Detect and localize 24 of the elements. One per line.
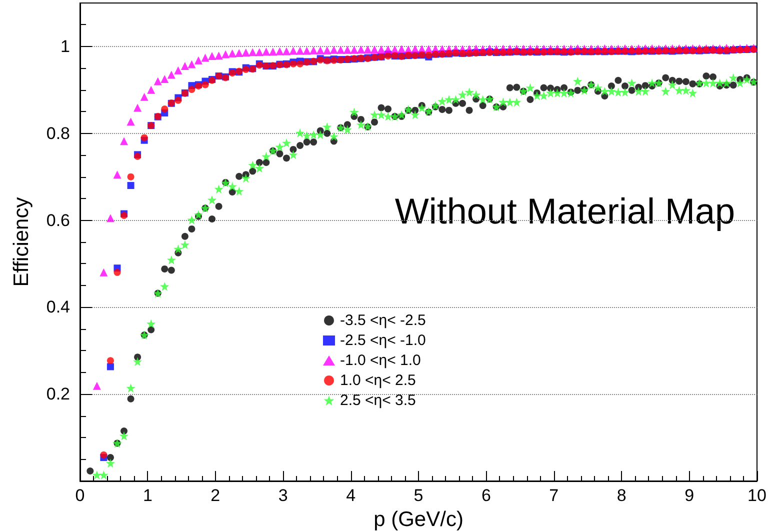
x-tick-label: 2 bbox=[210, 486, 220, 505]
x-tick-label: 9 bbox=[684, 486, 694, 505]
legend-label: -1.0 <η< 1.0 bbox=[340, 352, 421, 369]
x-tick-label: 0 bbox=[75, 486, 85, 505]
x-tick-label: 3 bbox=[278, 486, 288, 505]
y-tick-label: 1 bbox=[60, 36, 70, 56]
x-tick-label: 7 bbox=[549, 486, 559, 505]
x-axis-title: p (GeV/c) bbox=[374, 508, 464, 531]
x-tick-label: 4 bbox=[346, 486, 356, 505]
annotation: Without Material Map bbox=[394, 190, 736, 232]
y-tick-label: 0.2 bbox=[46, 384, 70, 404]
y-tick-label: 0.6 bbox=[46, 210, 70, 230]
y-tick-label: 0.4 bbox=[46, 298, 70, 317]
x-tick-label: 1 bbox=[142, 486, 152, 505]
legend-label: 1.0 <η< 2.5 bbox=[340, 372, 416, 389]
x-tick-label: 8 bbox=[616, 486, 626, 505]
x-tick-label: 10 bbox=[748, 486, 766, 505]
x-tick-label: 6 bbox=[481, 486, 491, 505]
legend-label: -3.5 <η< -2.5 bbox=[340, 312, 426, 329]
y-tick-label: 0.8 bbox=[46, 124, 70, 143]
x-tick-label: 5 bbox=[414, 486, 424, 505]
legend-label: 2.5 <η< 3.5 bbox=[340, 392, 416, 409]
y-axis-title: Efficiency bbox=[10, 196, 33, 287]
legend-label: -2.5 <η< -1.0 bbox=[340, 332, 426, 349]
